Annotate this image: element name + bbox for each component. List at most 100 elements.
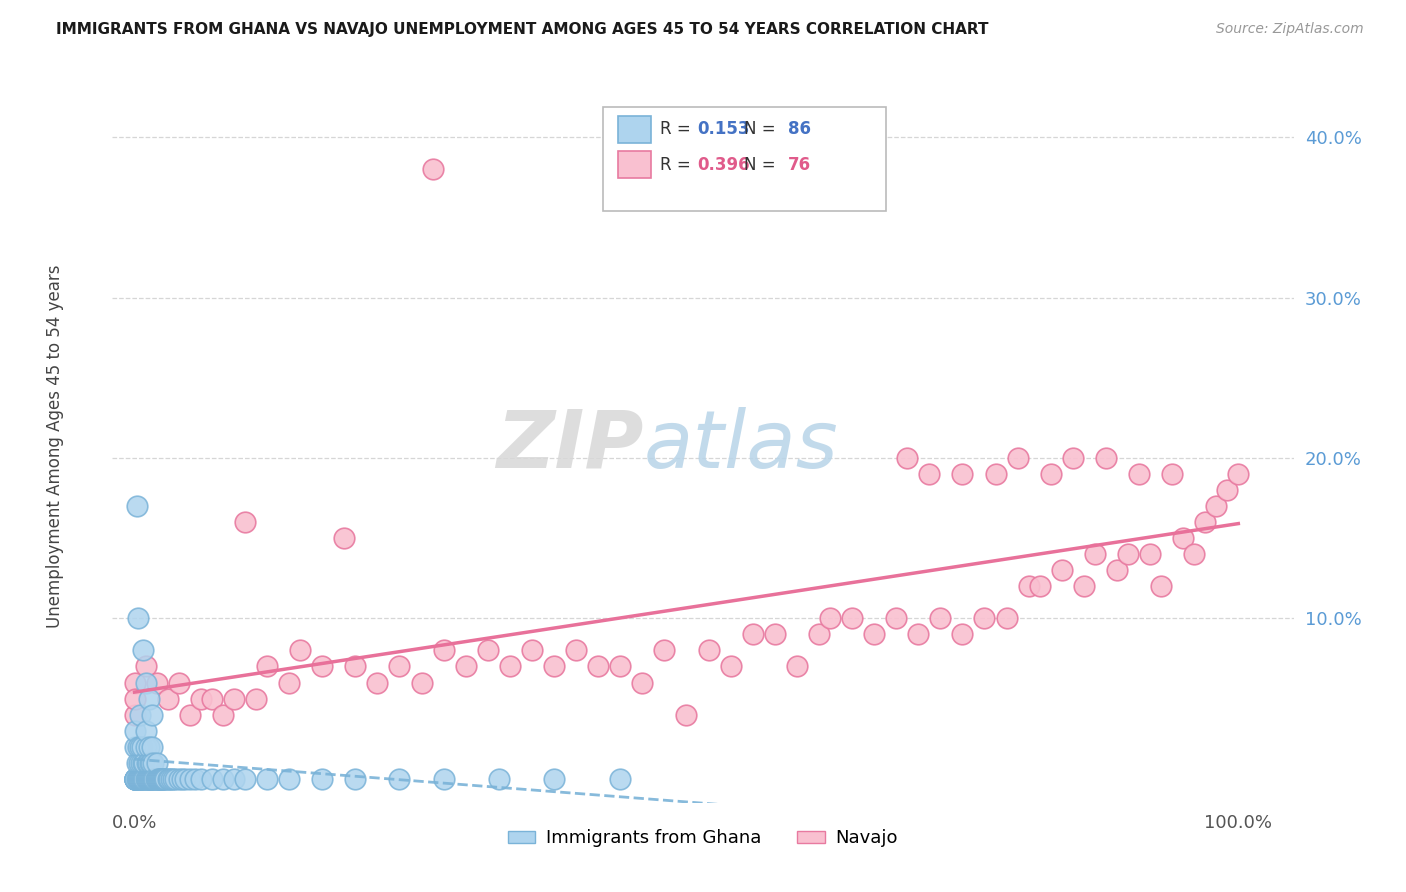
Point [132, 756, 155, 770]
Point [1095, 450, 1118, 465]
Point [433, 643, 456, 657]
Point [124, 772, 146, 786]
Point [973, 611, 995, 625]
Point [135, 675, 157, 690]
Point [1139, 547, 1161, 561]
Point [135, 739, 157, 754]
Point [256, 659, 278, 673]
Point [135, 756, 157, 770]
Point [124, 772, 146, 786]
Point [135, 772, 157, 786]
Point [950, 467, 973, 481]
Y-axis label: Unemployment Among Ages 45 to 54 years: Unemployment Among Ages 45 to 54 years [46, 264, 63, 628]
Point [129, 772, 152, 786]
Point [138, 691, 160, 706]
Point [124, 772, 146, 786]
Point [1171, 531, 1194, 545]
Point [201, 772, 224, 786]
Point [543, 772, 565, 786]
Point [333, 531, 356, 545]
Point [131, 739, 153, 754]
Point [145, 756, 167, 770]
Point [179, 772, 201, 786]
Point [139, 756, 162, 770]
Point [884, 611, 907, 625]
Point [818, 611, 841, 625]
Point [142, 772, 165, 786]
Point [127, 772, 149, 786]
Point [141, 772, 163, 786]
Point [141, 739, 163, 754]
Point [741, 627, 763, 641]
Text: atlas: atlas [644, 407, 839, 485]
Point [245, 691, 267, 706]
Point [184, 772, 207, 786]
Point [153, 772, 176, 786]
Text: 86: 86 [787, 120, 811, 138]
Point [278, 772, 301, 786]
FancyBboxPatch shape [619, 116, 651, 143]
Point [1050, 563, 1073, 577]
Point [124, 707, 146, 722]
Point [1028, 579, 1050, 593]
Point [127, 739, 149, 754]
Point [896, 450, 918, 465]
Point [156, 772, 179, 786]
Point [256, 772, 278, 786]
Point [1018, 579, 1040, 593]
Point [1105, 563, 1128, 577]
Text: IMMIGRANTS FROM GHANA VS NAVAJO UNEMPLOYMENT AMONG AGES 45 TO 54 YEARS CORRELATI: IMMIGRANTS FROM GHANA VS NAVAJO UNEMPLOY… [56, 22, 988, 37]
Point [222, 691, 245, 706]
Point [786, 659, 808, 673]
Point [146, 772, 169, 786]
Point [125, 756, 148, 770]
Point [1216, 483, 1239, 497]
Point [344, 659, 367, 673]
Point [124, 772, 146, 786]
Point [1073, 579, 1095, 593]
Point [128, 772, 150, 786]
Point [124, 739, 146, 754]
Point [167, 675, 190, 690]
Point [138, 772, 160, 786]
Point [136, 772, 159, 786]
Point [190, 772, 212, 786]
Point [477, 643, 499, 657]
Point [311, 659, 333, 673]
FancyBboxPatch shape [603, 107, 886, 211]
Point [190, 691, 212, 706]
Point [142, 756, 165, 770]
Point [863, 627, 886, 641]
Point [1062, 450, 1084, 465]
Text: N =: N = [744, 156, 782, 174]
Point [132, 643, 155, 657]
Point [124, 691, 146, 706]
Point [145, 675, 167, 690]
Point [179, 707, 201, 722]
Point [150, 772, 173, 786]
Point [150, 772, 173, 786]
Point [1128, 467, 1150, 481]
Point [984, 467, 1007, 481]
Point [135, 772, 157, 786]
Point [233, 772, 256, 786]
Point [929, 611, 952, 625]
Point [1007, 450, 1029, 465]
Point [124, 772, 146, 786]
Point [145, 772, 167, 786]
Point [201, 691, 224, 706]
Point [763, 627, 786, 641]
Point [1194, 515, 1216, 529]
Point [697, 643, 720, 657]
Point [565, 643, 588, 657]
Point [128, 756, 150, 770]
Point [609, 659, 631, 673]
Point [134, 756, 156, 770]
Point [131, 772, 153, 786]
Point [233, 515, 256, 529]
Text: R =: R = [661, 120, 696, 138]
Text: 0.396: 0.396 [697, 156, 749, 174]
Point [155, 772, 177, 786]
Text: ZIP: ZIP [496, 407, 644, 485]
Point [388, 659, 411, 673]
